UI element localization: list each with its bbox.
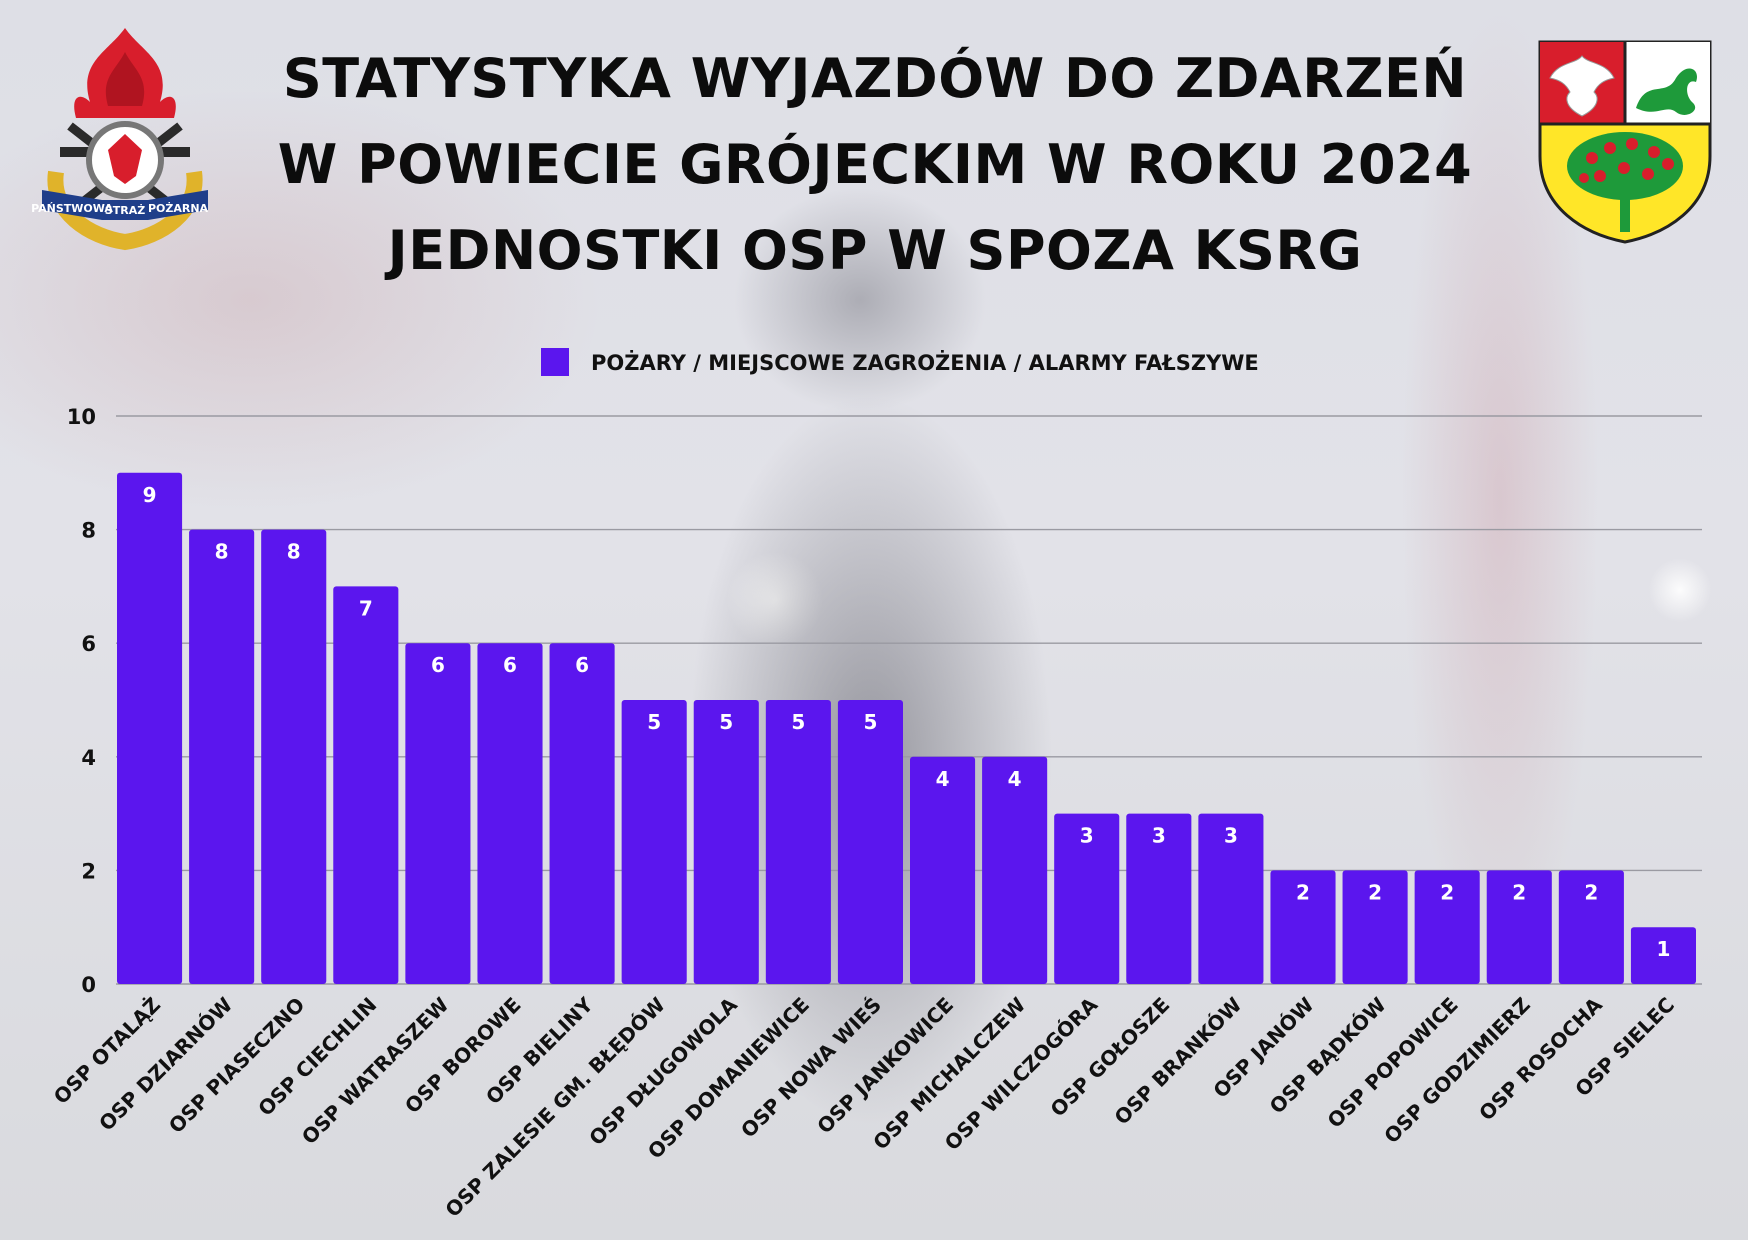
bar (1342, 870, 1408, 984)
bar (1630, 927, 1696, 984)
legend-swatch (541, 348, 569, 376)
bar-value-label: 3 (1152, 824, 1166, 848)
bar-value-label: 2 (1368, 880, 1382, 904)
title-line-1: STATYSTYKA WYJAZDÓW DO ZDARZEŃ (282, 47, 1468, 110)
x-category-label: OSP DZIARNÓW (94, 993, 237, 1136)
y-tick-label: 6 (81, 632, 96, 656)
bar (837, 700, 903, 984)
x-category-label: OSP PIASECZNO (164, 993, 309, 1138)
y-tick-label: 0 (81, 973, 96, 997)
psp-logo-text-right: POŻARNA (148, 201, 209, 215)
y-tick-label: 2 (81, 859, 96, 883)
bar-value-label: 6 (575, 653, 589, 677)
bar (1486, 870, 1552, 984)
bar (621, 700, 687, 984)
chart-legend: POŻARY / MIEJSCOWE ZAGROŻENIA / ALARMY F… (541, 348, 1259, 376)
bar-value-label: 8 (215, 540, 229, 564)
bar-value-label: 4 (936, 767, 950, 791)
green-dragon-icon (1636, 68, 1697, 115)
bar (1198, 813, 1264, 984)
bar-value-label: 4 (1008, 767, 1022, 791)
y-tick-label: 8 (81, 519, 96, 543)
bar (1558, 870, 1624, 984)
bar-value-label: 1 (1656, 937, 1670, 961)
bar (549, 643, 615, 984)
bar (982, 756, 1048, 984)
bar-value-label: 5 (791, 710, 805, 734)
county-coat-of-arms (1538, 40, 1712, 244)
bar-chart: POŻARY / MIEJSCOWE ZAGROŻENIA / ALARMY F… (49, 348, 1702, 1222)
psp-logo: PAŃSTWOWA STRAŻ POŻARNA (31, 28, 209, 251)
bar-value-label: 7 (359, 596, 373, 620)
x-category-label: OSP NOWA WIEŚ (736, 993, 886, 1143)
title-line-3: JEDNOSTKI OSP W SPOZA KSRG (387, 219, 1363, 282)
title-line-2: W POWIECIE GRÓJECKIM W ROKU 2024 (277, 133, 1473, 196)
bar-value-label: 5 (719, 710, 733, 734)
bar-value-label: 3 (1080, 824, 1094, 848)
y-tick-label: 10 (67, 405, 96, 429)
psp-logo-text-mid: STRAŻ (105, 203, 145, 217)
bar-value-label: 5 (647, 710, 661, 734)
bar (1270, 870, 1336, 984)
bar (910, 756, 976, 984)
bar-value-label: 2 (1440, 880, 1454, 904)
bar-value-label: 6 (431, 653, 445, 677)
bar-value-label: 6 (503, 653, 517, 677)
bar-value-label: 3 (1224, 824, 1238, 848)
bar (1414, 870, 1480, 984)
bar-value-label: 5 (863, 710, 877, 734)
bar (765, 700, 831, 984)
x-category-label: OSP ROSOCHA (1474, 992, 1607, 1125)
bar (117, 472, 183, 984)
y-axis: 0 2 4 6 8 10 (67, 405, 96, 997)
x-category-label: OSP BRANKÓW (1110, 993, 1247, 1130)
x-category-label: OSP POPOWICE (1323, 993, 1463, 1133)
bar-value-label: 2 (1584, 880, 1598, 904)
x-category-label: OSP JANKOWICE (812, 993, 958, 1139)
bar-value-label: 9 (143, 483, 157, 507)
legend-label: POŻARY / MIEJSCOWE ZAGROŻENIA / ALARMY F… (591, 350, 1259, 375)
bar-value-label: 8 (287, 540, 301, 564)
psp-logo-text-left: PAŃSTWOWA (31, 202, 113, 215)
bar (261, 529, 327, 984)
white-eagle-icon (1549, 55, 1615, 117)
bar (405, 643, 471, 984)
page-title: STATYSTYKA WYJAZDÓW DO ZDARZEŃ W POWIECI… (230, 36, 1520, 294)
bar (1126, 813, 1192, 984)
bar (693, 700, 759, 984)
bar (189, 529, 255, 984)
y-tick-label: 4 (81, 746, 96, 770)
bars: 9 8 8 7 6 6 6 5 5 5 5 4 4 3 3 3 2 2 2 2 2 1 (117, 472, 1696, 984)
bar (333, 586, 399, 984)
bar-value-label: 2 (1296, 880, 1310, 904)
bar-value-label: 2 (1512, 880, 1526, 904)
bar (1054, 813, 1120, 984)
bar (477, 643, 543, 984)
